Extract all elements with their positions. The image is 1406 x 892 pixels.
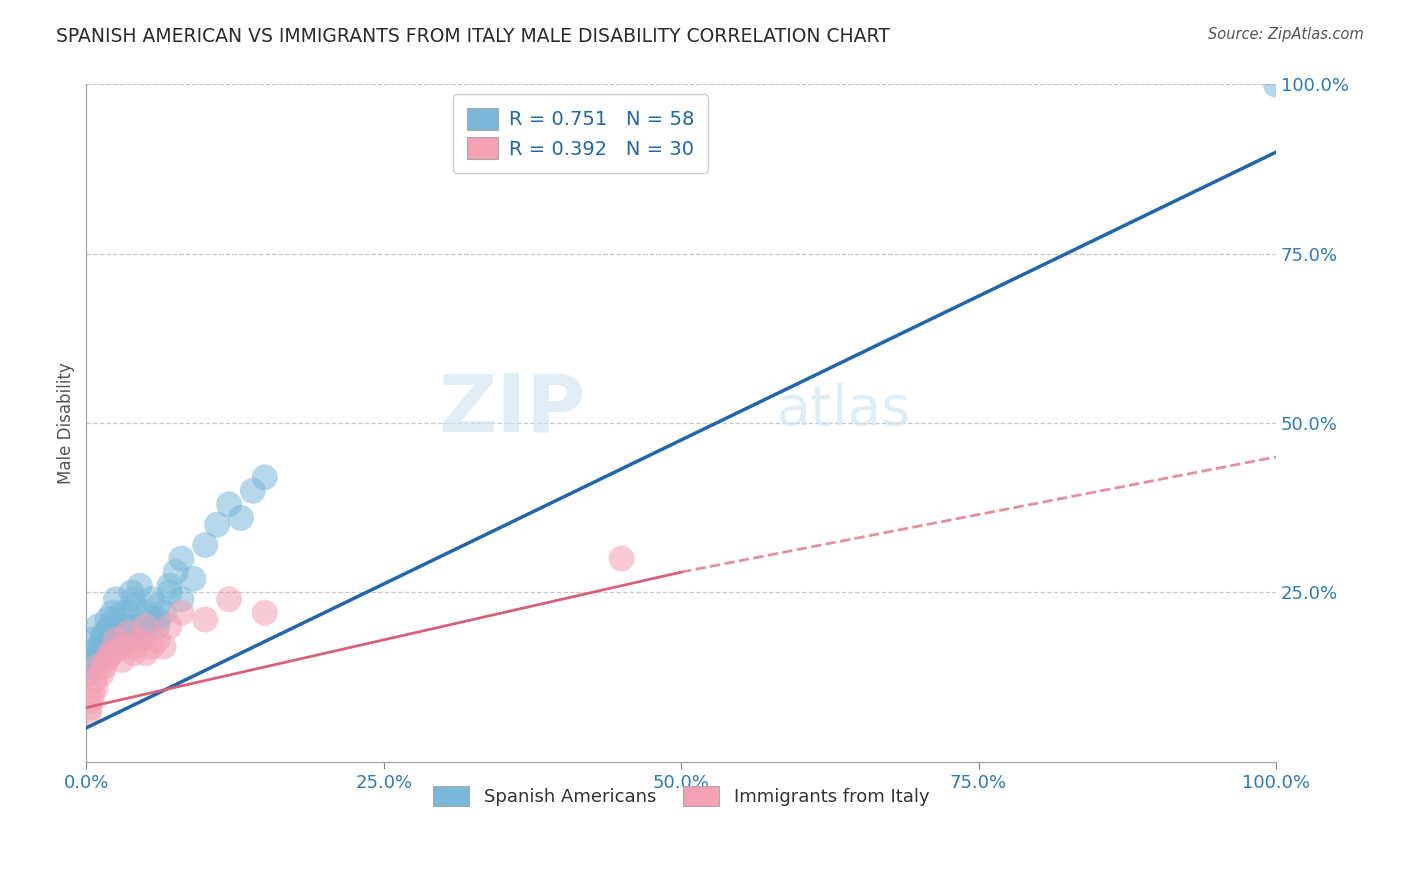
Point — [101, 647, 124, 661]
Point — [122, 599, 145, 613]
Point — [90, 632, 112, 647]
Point — [117, 626, 139, 640]
Point — [103, 613, 125, 627]
Point — [128, 579, 150, 593]
Point — [111, 606, 134, 620]
Point — [77, 666, 100, 681]
Point — [122, 647, 145, 661]
Point — [205, 517, 228, 532]
Point — [117, 606, 139, 620]
Point — [87, 660, 110, 674]
Point — [87, 619, 110, 633]
Point — [170, 606, 193, 620]
Point — [84, 653, 107, 667]
Point — [159, 579, 181, 593]
Point — [90, 640, 112, 654]
Point — [152, 606, 174, 620]
Point — [105, 626, 128, 640]
Point — [170, 592, 193, 607]
Point — [194, 538, 217, 552]
Point — [122, 640, 145, 654]
Point — [253, 606, 276, 620]
Point — [82, 653, 104, 667]
Point — [135, 619, 157, 633]
Point — [98, 619, 121, 633]
Point — [80, 660, 103, 674]
Point — [128, 619, 150, 633]
Point — [98, 647, 121, 661]
Point — [183, 572, 205, 586]
Point — [82, 632, 104, 647]
Text: SPANISH AMERICAN VS IMMIGRANTS FROM ITALY MALE DISABILITY CORRELATION CHART: SPANISH AMERICAN VS IMMIGRANTS FROM ITAL… — [56, 27, 890, 45]
Point — [111, 632, 134, 647]
Point — [82, 647, 104, 661]
Point — [117, 619, 139, 633]
Point — [121, 585, 143, 599]
Point — [146, 619, 169, 633]
Point — [141, 613, 163, 627]
Point — [218, 497, 240, 511]
Point — [146, 613, 169, 627]
Point — [84, 680, 107, 694]
Point — [80, 694, 103, 708]
Point — [253, 470, 276, 484]
Point — [105, 632, 128, 647]
Point — [93, 626, 115, 640]
Point — [82, 687, 104, 701]
Point — [96, 653, 118, 667]
Point — [141, 592, 163, 607]
Point — [229, 511, 252, 525]
Point — [610, 551, 633, 566]
Point — [83, 653, 105, 667]
Point — [79, 700, 101, 714]
Point — [128, 632, 150, 647]
Y-axis label: Male Disability: Male Disability — [58, 362, 75, 484]
Point — [90, 666, 112, 681]
Point — [218, 592, 240, 607]
Point — [105, 592, 128, 607]
Point — [87, 640, 110, 654]
Point — [117, 632, 139, 647]
Point — [98, 647, 121, 661]
Point — [77, 707, 100, 722]
Point — [194, 613, 217, 627]
Point — [122, 592, 145, 607]
Point — [242, 483, 264, 498]
Point — [146, 599, 169, 613]
Point — [146, 632, 169, 647]
Point — [79, 660, 101, 674]
Point — [1265, 78, 1288, 92]
Point — [86, 647, 108, 661]
Legend: Spanish Americans, Immigrants from Italy: Spanish Americans, Immigrants from Italy — [426, 779, 936, 814]
Point — [97, 613, 120, 627]
Point — [152, 640, 174, 654]
Point — [112, 619, 135, 633]
Point — [83, 673, 105, 688]
Point — [128, 632, 150, 647]
Point — [93, 640, 115, 654]
Point — [170, 551, 193, 566]
Point — [135, 647, 157, 661]
Point — [159, 585, 181, 599]
Point — [165, 565, 187, 579]
Point — [93, 660, 115, 674]
Point — [111, 653, 134, 667]
Text: ZIP: ZIP — [439, 370, 586, 449]
Point — [108, 632, 131, 647]
Point — [107, 640, 129, 654]
Point — [159, 619, 181, 633]
Point — [135, 626, 157, 640]
Point — [96, 626, 118, 640]
Text: Source: ZipAtlas.com: Source: ZipAtlas.com — [1208, 27, 1364, 42]
Text: atlas: atlas — [776, 383, 911, 436]
Point — [101, 606, 124, 620]
Point — [111, 640, 134, 654]
Point — [141, 640, 163, 654]
Point — [135, 606, 157, 620]
